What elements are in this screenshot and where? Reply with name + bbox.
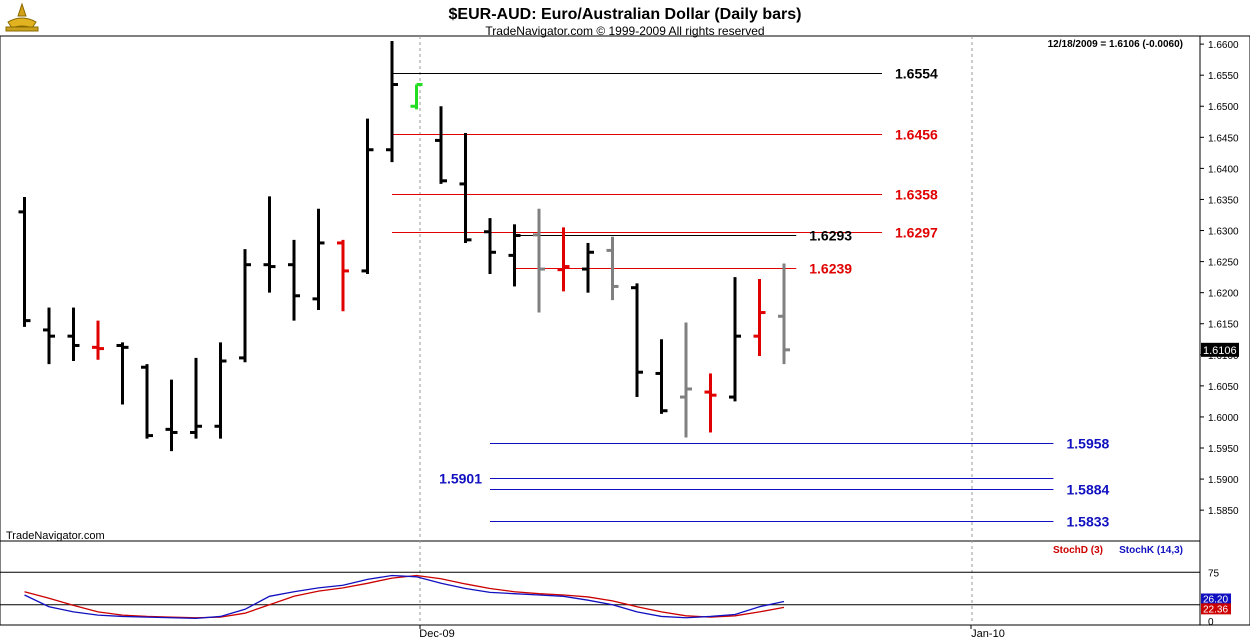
ohlc-bar <box>704 373 717 433</box>
ohlc-bar <box>18 196 31 327</box>
ohlc-bar <box>312 208 325 311</box>
level-label: 1.6554 <box>895 66 938 82</box>
price-tick-label: 1.6300 <box>1208 227 1239 238</box>
ohlc-bar <box>92 320 104 360</box>
level-label: 1.6358 <box>895 187 938 203</box>
price-tick-label: 1.6050 <box>1208 382 1239 393</box>
price-tick-label: 1.6500 <box>1208 102 1239 113</box>
level-label: 1.6239 <box>809 261 852 277</box>
ohlc-bar <box>288 239 300 321</box>
price-tick-label: 1.5850 <box>1208 506 1239 517</box>
ohlc-bar <box>606 236 619 301</box>
level-label: 1.5958 <box>1067 436 1110 452</box>
price-tick-label: 1.6600 <box>1208 40 1239 51</box>
ohlc-bar <box>214 342 227 439</box>
ohlc-bar <box>508 224 521 287</box>
last-price-tag: 1.6106 <box>1201 342 1239 357</box>
level-label: 1.5901 <box>439 471 482 487</box>
stoch-d-value: 22.36 <box>1203 604 1228 615</box>
ohlc-bar <box>459 132 472 243</box>
ohlc-bar <box>410 82 423 110</box>
ohlc-bar <box>263 196 276 293</box>
level-label: 1.6456 <box>895 127 938 143</box>
ohlc-bar <box>778 263 790 365</box>
level-label: 1.6297 <box>895 225 938 241</box>
stoch-d-legend: StochD (3) <box>1053 545 1103 556</box>
ohlc-bar <box>680 322 692 438</box>
ohlc-bar <box>43 307 55 365</box>
watermark-text: TradeNavigator.com <box>6 530 105 542</box>
stoch-tick-label: 75 <box>1208 568 1220 579</box>
price-bars <box>18 41 790 452</box>
stoch-k-line <box>24 574 785 620</box>
logo-icon <box>5 2 39 32</box>
level-label: 1.5833 <box>1067 514 1110 530</box>
price-tick-label: 1.6350 <box>1208 195 1239 206</box>
price-tick-label: 1.6200 <box>1208 289 1239 300</box>
price-tick-label: 1.5900 <box>1208 475 1239 486</box>
stoch-legend: StochD (3) StochK (14,3) <box>1053 545 1183 556</box>
ohlc-bar <box>582 242 594 293</box>
stoch-k-value: 26.20 <box>1203 595 1228 606</box>
price-tick-label: 1.6150 <box>1208 320 1239 331</box>
price-axis-strip <box>1199 35 1250 626</box>
ohlc-bar <box>67 307 80 362</box>
price-tick-label: 1.6250 <box>1208 258 1239 269</box>
price-tick-label: 1.6450 <box>1208 133 1239 144</box>
price-tick-label: 1.6550 <box>1208 71 1239 82</box>
chart-title: $EUR-AUD: Euro/Australian Dollar (Daily … <box>449 6 802 23</box>
price-tick-label: 1.6400 <box>1208 164 1239 175</box>
time-tick-label: Dec-09 <box>419 628 454 640</box>
price-axis: 1.6600 1.6550 1.6500 1.6450 1.6400 1.6350 1.63… <box>1200 40 1239 517</box>
ohlc-bar <box>557 227 570 292</box>
ohlc-bar <box>361 118 374 275</box>
ohlc-bar <box>116 342 129 405</box>
ohlc-bar <box>190 357 202 439</box>
ohlc-bar <box>533 208 545 313</box>
copyright-text: TradeNavigator.com © 1999-2009 All right… <box>485 24 764 38</box>
ohlc-bar <box>484 218 496 275</box>
quote-readout: 12/18/2009 = 1.6106 (-0.0060) <box>1048 39 1183 50</box>
ohlc-bar <box>753 278 766 357</box>
ohlc-bar <box>141 364 153 439</box>
stoch-k-tag <box>1201 593 1231 605</box>
ohlc-bar <box>631 283 643 398</box>
ohlc-bar <box>729 277 741 402</box>
price-tick-label: 1.5950 <box>1208 444 1239 455</box>
level-label: 1.5884 <box>1067 482 1110 498</box>
last-price-label: 1.6106 <box>1203 345 1237 357</box>
support-resistance-levels: 1.6554 1.6456 1.6358 1.6297 1.6293 1.6239 1.59… <box>392 66 1110 530</box>
ohlc-bar <box>435 106 447 184</box>
stoch-d-tag <box>1201 603 1231 615</box>
ohlc-bar <box>337 239 349 312</box>
stoch-k-legend: StochK (14,3) <box>1119 545 1183 556</box>
ohlc-bar <box>655 339 668 414</box>
stoch-tick-label: 0 <box>1208 617 1214 628</box>
time-tick-label: Jan-10 <box>971 628 1005 640</box>
ohlc-bar <box>386 41 398 163</box>
ohlc-bar <box>239 249 251 363</box>
time-axis: Dec-09 Jan-10 <box>419 625 1005 640</box>
level-label: 1.6293 <box>809 228 852 244</box>
ohlc-bar <box>165 379 178 452</box>
price-tick-label: 1.6000 <box>1208 413 1239 424</box>
